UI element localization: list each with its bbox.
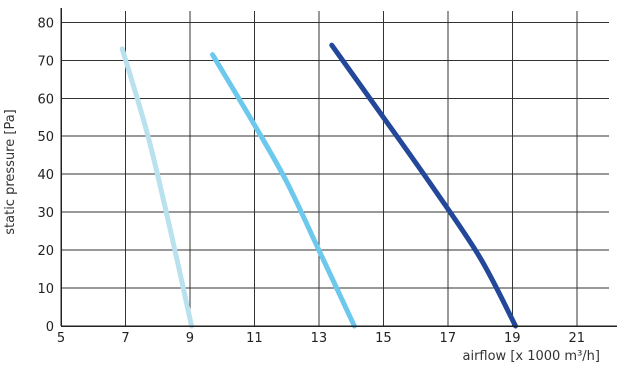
series-line-1 — [119, 46, 195, 329]
y-tick-label-5: 50 — [37, 130, 54, 145]
y-tick-label-7: 70 — [37, 54, 54, 69]
y-tick-label-1: 10 — [37, 282, 54, 297]
x-tick-label-0: 5 — [57, 331, 65, 346]
axes — [60, 8, 617, 327]
x-tick-label-7: 19 — [504, 331, 521, 346]
x-tick-label-4: 13 — [311, 331, 328, 346]
y-tick-label-8: 80 — [37, 16, 54, 31]
tick-labels: 5 7 9 11 13 15 17 19 21 0 10 20 30 40 50 60 70 80 — [37, 16, 585, 346]
x-tick-label-2: 9 — [186, 331, 194, 346]
y-tick-label-3: 30 — [37, 206, 54, 221]
x-tick-label-8: 21 — [568, 331, 585, 346]
series-line-3 — [329, 42, 519, 329]
x-tick-label-5: 15 — [375, 331, 392, 346]
x-tick-label-3: 11 — [246, 331, 263, 346]
y-tick-label-6: 60 — [37, 92, 54, 107]
grid — [61, 11, 609, 326]
x-axis-title: airflow [x 1000 m³/h] — [462, 349, 600, 364]
series-line-2 — [210, 52, 357, 329]
x-tick-label-6: 17 — [440, 331, 457, 346]
y-tick-label-4: 40 — [37, 168, 54, 183]
y-axis-title: static pressure [Pa] — [3, 109, 18, 234]
x-tick-label-1: 7 — [121, 331, 129, 346]
y-tick-label-2: 20 — [37, 244, 54, 259]
fan-curves — [119, 42, 519, 329]
y-tick-label-0: 0 — [46, 320, 54, 335]
